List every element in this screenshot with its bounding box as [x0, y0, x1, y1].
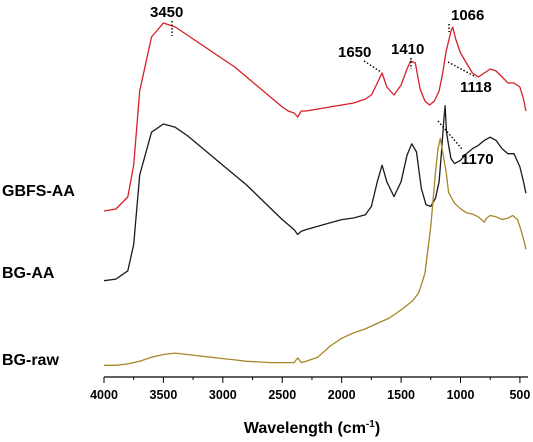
x-axis: 4000 3500 3000 2500 2000 1500 1000 500	[90, 376, 530, 402]
x-tick-label-3000: 3000	[209, 388, 237, 402]
x-axis-title-text: Wavelength (cm	[244, 420, 366, 437]
x-tick-label-3500: 3500	[150, 388, 178, 402]
annotation-label-1118: 1118	[460, 79, 492, 96]
x-axis-title-suffix: )	[375, 420, 380, 437]
annotation-leader-1118	[447, 61, 477, 78]
x-tick-label-1000: 1000	[447, 388, 475, 402]
x-tick-label-2500: 2500	[268, 388, 296, 402]
x-tick-label-2000: 2000	[328, 388, 356, 402]
annotation-label-3450: 3450	[150, 4, 183, 21]
annotation-leader-1650	[363, 60, 382, 73]
series-line-gbfs-aa	[103, 22, 527, 212]
x-tick-label-1500: 1500	[387, 388, 415, 402]
annotation-label-1650: 1650	[338, 44, 371, 61]
series-label-bg-aa: BG-AA	[2, 265, 55, 282]
series-line-bg-aa	[103, 105, 527, 282]
annotation-label-1410: 1410	[391, 41, 424, 58]
series-group	[103, 22, 527, 366]
annotation-group: 3450 1650 1410 1066 1118 1170	[150, 4, 494, 168]
x-axis-title-superscript: -1	[366, 419, 375, 430]
x-axis-title: Wavelength (cm-1)	[244, 419, 380, 437]
x-tick-label-4000: 4000	[90, 388, 118, 402]
x-tick-label-500: 500	[509, 388, 530, 402]
annotation-label-1066: 1066	[451, 7, 484, 24]
series-labels: GBFS-AA BG-AA BG-raw	[2, 183, 75, 369]
annotation-label-1170: 1170	[461, 151, 494, 168]
series-label-bg-raw: BG-raw	[2, 352, 59, 369]
annotation-leader-1170	[437, 120, 463, 150]
series-label-gbfs-aa: GBFS-AA	[2, 183, 75, 200]
series-line-bg-raw	[104, 137, 527, 366]
